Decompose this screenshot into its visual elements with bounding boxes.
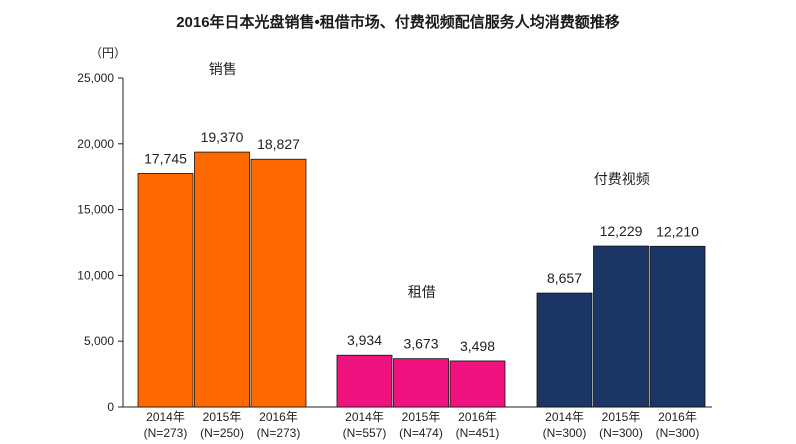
group-label: 租借 [408, 284, 436, 300]
x-category-n: (N=273) [144, 426, 188, 440]
y-tick-label: 10,000 [77, 268, 114, 282]
chart-title: 2016年日本光盘销售•租借市场、付费视频配信服务人均消费额推移 [176, 14, 620, 31]
x-category-year: 2016年 [658, 410, 697, 424]
labels: 17,745 2014年 (N=273) 19,370 2015年 (N=250) 18,8… [144, 61, 700, 440]
bar-value-label: 3,934 [347, 332, 382, 348]
y-tick-label: 5,000 [84, 334, 114, 348]
x-category-n: (N=273) [257, 426, 301, 440]
bar [137, 173, 194, 408]
bar-value-label: 12,229 [600, 223, 643, 239]
x-category-n: (N=300) [599, 426, 643, 440]
x-category-n: (N=250) [200, 426, 244, 440]
y-tick-label: 15,000 [77, 203, 114, 217]
bars [137, 151, 706, 408]
x-category-n: (N=451) [456, 426, 500, 440]
bar-value-label: 17,745 [144, 150, 187, 166]
x-category-n: (N=300) [656, 426, 700, 440]
x-category-year: 2015年 [602, 410, 641, 424]
bar-value-label: 8,657 [547, 270, 582, 286]
bar-value-label: 19,370 [201, 129, 244, 145]
bar-value-label: 3,673 [403, 336, 438, 352]
x-category-year: 2015年 [402, 410, 441, 424]
x-category-n: (N=557) [343, 426, 387, 440]
x-category-n: (N=300) [543, 426, 587, 440]
bar [649, 245, 706, 408]
bar-value-label: 3,498 [460, 338, 495, 354]
bar [593, 245, 649, 408]
bar [194, 151, 250, 408]
x-category-year: 2014年 [146, 410, 185, 424]
bar [393, 358, 449, 408]
y-tick-label: 25,000 [77, 71, 114, 85]
x-category-year: 2016年 [458, 410, 497, 424]
bar [449, 360, 506, 408]
x-category-year: 2016年 [259, 410, 298, 424]
bar [336, 354, 393, 408]
y-axis-unit-label: （円） [90, 46, 126, 60]
bar-value-label: 18,827 [257, 136, 300, 152]
bar [536, 292, 593, 408]
bar [250, 158, 307, 408]
bar-value-label: 12,210 [656, 223, 699, 239]
x-category-n: (N=474) [399, 426, 443, 440]
y-tick-label: 0 [107, 400, 114, 414]
x-category-year: 2014年 [545, 410, 584, 424]
x-category-year: 2014年 [345, 410, 384, 424]
x-category-year: 2015年 [203, 410, 242, 424]
group-label: 销售 [209, 61, 237, 77]
y-tick-label: 20,000 [77, 137, 114, 151]
group-label: 付费视频 [594, 171, 650, 187]
